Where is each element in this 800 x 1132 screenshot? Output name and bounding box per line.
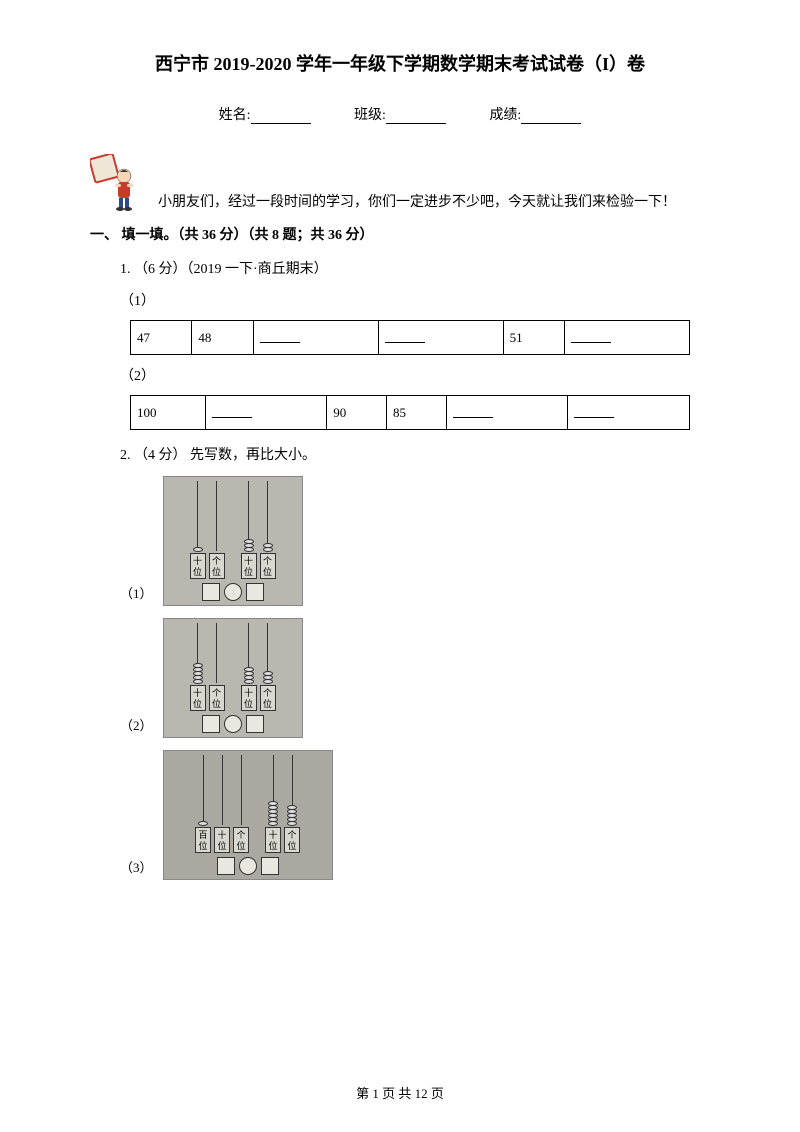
table-cell: 48 [192, 321, 253, 355]
bead-icon [193, 547, 203, 552]
place-value-label: 十位 [241, 553, 257, 579]
abacus-figure: 百位十位个位十位个位 [163, 750, 333, 880]
abacus-column: 十位 [241, 623, 257, 711]
answer-box[interactable] [246, 583, 264, 601]
table-cell[interactable] [568, 396, 690, 430]
footer-mid: 页 共 [379, 1086, 415, 1101]
class-label: 班级: [354, 108, 386, 123]
name-blank[interactable] [251, 108, 311, 124]
table-cell: 100 [131, 396, 206, 430]
abacus-sub-label: （1） [120, 583, 153, 602]
abacus-column: 个位 [260, 623, 276, 711]
table-cell[interactable] [205, 396, 327, 430]
place-value-label: 个位 [260, 553, 276, 579]
abacus-column: 百位 [195, 755, 211, 853]
abacus-sub-label: （3） [120, 857, 153, 876]
section-1-header: 一、 填一填。（共 36 分）（共 8 题；共 36 分） [90, 224, 710, 244]
blank-cell[interactable] [212, 404, 252, 418]
abacus-column: 十位 [190, 481, 206, 579]
q2-header: 2. （4 分） 先写数，再比大小。 [120, 444, 710, 464]
mascot-icon [90, 154, 150, 214]
place-value-label: 个位 [233, 827, 249, 853]
abacus-item: （1）十位个位十位个位 [120, 476, 710, 606]
bead-icon [244, 679, 254, 684]
abacus-column: 个位 [284, 755, 300, 853]
abacus-column: 十位 [241, 481, 257, 579]
question-1: 1. （6 分）（2019 一下·商丘期末） （1） 4748 51 （2） 10… [90, 258, 710, 430]
abacus-sub-label: （2） [120, 715, 153, 734]
blank-cell[interactable] [453, 404, 493, 418]
blank-cell[interactable] [385, 329, 425, 343]
abacus-column: 个位 [209, 481, 225, 579]
table-cell: 85 [386, 396, 446, 430]
answer-box[interactable] [217, 857, 235, 875]
table-cell[interactable] [378, 321, 503, 355]
answer-box[interactable] [246, 715, 264, 733]
abacus-item: （3）百位十位个位十位个位 [120, 750, 710, 880]
place-value-label: 个位 [209, 685, 225, 711]
abacus-column: 个位 [233, 755, 249, 853]
place-value-label: 十位 [265, 827, 281, 853]
exam-title: 西宁市 2019-2020 学年一年级下学期数学期末考试试卷（I）卷 [90, 50, 710, 76]
table-cell[interactable] [564, 321, 689, 355]
compare-circle[interactable] [224, 583, 242, 601]
bead-icon [287, 821, 297, 826]
bead-icon [198, 821, 208, 826]
abacus-figure: 十位个位十位个位 [163, 618, 303, 738]
abacus-item: （2）十位个位十位个位 [120, 618, 710, 738]
blank-cell[interactable] [260, 329, 300, 343]
student-info-line: 姓名: 班级: 成绩: [90, 104, 710, 124]
compare-circle[interactable] [239, 857, 257, 875]
bead-icon [268, 821, 278, 826]
bead-icon [193, 679, 203, 684]
name-label: 姓名: [219, 108, 251, 123]
bead-icon [244, 547, 254, 552]
compare-circle[interactable] [224, 715, 242, 733]
footer-total: 12 [415, 1086, 428, 1101]
place-value-label: 十位 [190, 685, 206, 711]
table-cell[interactable] [446, 396, 568, 430]
table-cell: 90 [327, 396, 387, 430]
blank-cell[interactable] [571, 329, 611, 343]
footer-prefix: 第 [356, 1086, 372, 1101]
q1-table2: 100 9085 [130, 395, 690, 430]
page-footer: 第 1 页 共 12 页 [0, 1083, 800, 1102]
answer-box[interactable] [202, 583, 220, 601]
table-cell: 47 [131, 321, 192, 355]
answer-box[interactable] [202, 715, 220, 733]
table-cell: 51 [503, 321, 564, 355]
score-blank[interactable] [521, 108, 581, 124]
abacus-figure: 十位个位十位个位 [163, 476, 303, 606]
blank-cell[interactable] [574, 404, 614, 418]
compare-row [168, 583, 298, 601]
q1-sub2-label: （2） [120, 365, 710, 385]
class-blank[interactable] [386, 108, 446, 124]
place-value-label: 十位 [241, 685, 257, 711]
score-label: 成绩: [489, 108, 521, 123]
intro-row: 小朋友们，经过一段时间的学习，你们一定进步不少吧，今天就让我们来检验一下！ [90, 154, 710, 214]
place-value-label: 十位 [190, 553, 206, 579]
place-value-label: 十位 [214, 827, 230, 853]
compare-row [168, 857, 328, 875]
intro-text: 小朋友们，经过一段时间的学习，你们一定进步不少吧，今天就让我们来检验一下！ [158, 192, 710, 214]
place-value-label: 个位 [209, 553, 225, 579]
question-2: 2. （4 分） 先写数，再比大小。 （1）十位个位十位个位（2）十位个位十位个… [90, 444, 710, 880]
q1-sub1-label: （1） [120, 290, 710, 310]
place-value-label: 个位 [260, 685, 276, 711]
abacus-column: 个位 [260, 481, 276, 579]
compare-row [168, 715, 298, 733]
abacus-column: 十位 [214, 755, 230, 853]
bead-icon [263, 547, 273, 552]
q1-table1: 4748 51 [130, 320, 690, 355]
abacus-column: 十位 [190, 623, 206, 711]
place-value-label: 个位 [284, 827, 300, 853]
place-value-label: 百位 [195, 827, 211, 853]
bead-icon [263, 679, 273, 684]
q1-header: 1. （6 分）（2019 一下·商丘期末） [120, 258, 710, 278]
table-cell[interactable] [253, 321, 378, 355]
abacus-column: 十位 [265, 755, 281, 853]
answer-box[interactable] [261, 857, 279, 875]
abacus-column: 个位 [209, 623, 225, 711]
footer-suffix: 页 [428, 1086, 444, 1101]
